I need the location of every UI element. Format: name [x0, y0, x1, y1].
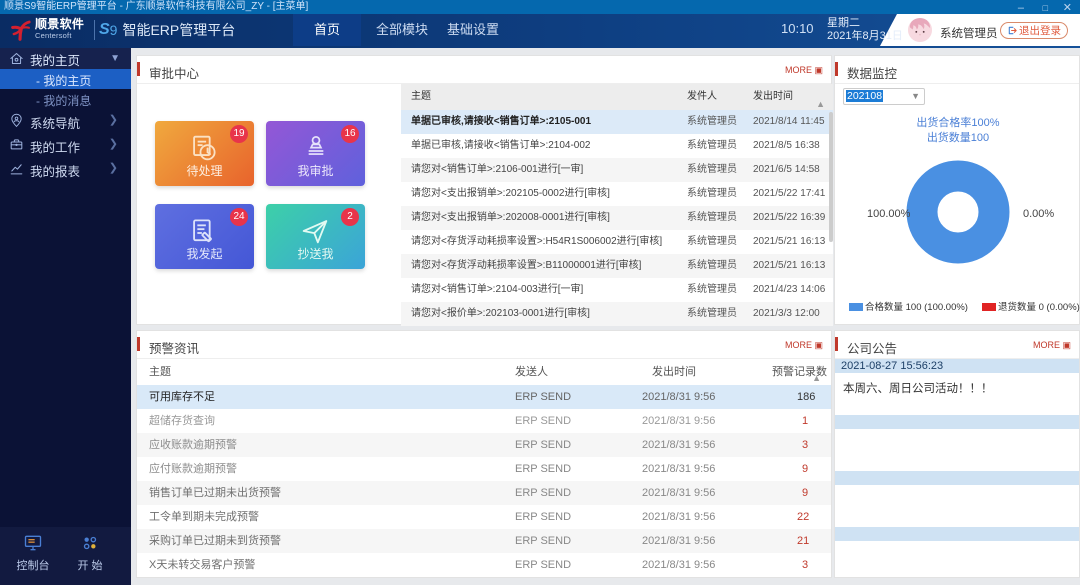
- svg-text:100.00%: 100.00%: [867, 208, 911, 220]
- svg-text:0.00%: 0.00%: [1023, 208, 1054, 220]
